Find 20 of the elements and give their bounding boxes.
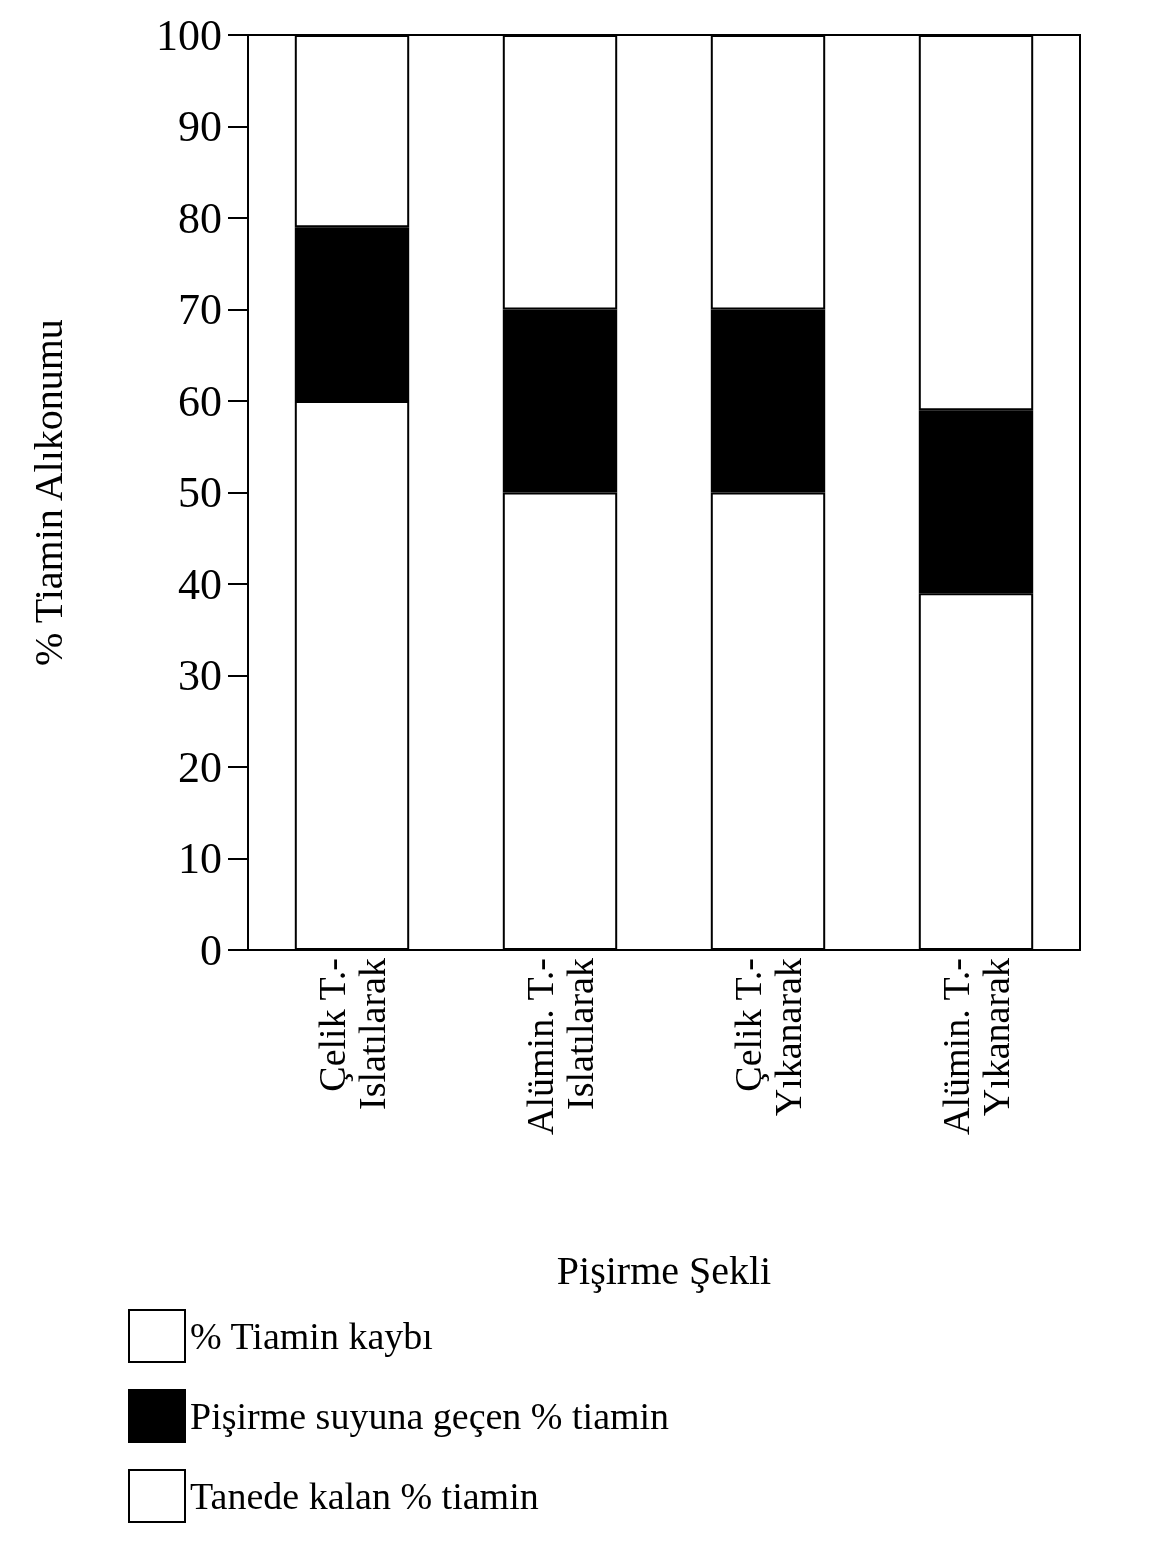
y-tick-label: 70	[178, 285, 222, 334]
y-tick-label: 10	[178, 834, 222, 883]
y-tick-label: 90	[178, 102, 222, 151]
x-tick-label: Alümin. T.- Islatılarak	[519, 958, 601, 1135]
y-tick-label: 60	[178, 376, 222, 426]
y-tick-label: 80	[178, 193, 222, 243]
y-axis-title: % Tiamin Alıkonumu	[25, 319, 71, 666]
x-tick-label: Alümin. T.- Yıkanarak	[935, 958, 1017, 1135]
legend-label: Tanede kalan % tiamin	[190, 1475, 539, 1517]
y-tick-label: 0	[200, 925, 222, 975]
x-tick-label: Çelik T.- Islatılarak	[311, 958, 393, 1110]
x-axis-title: Pişirme Şekli	[556, 1247, 772, 1293]
y-tick-label: 30	[178, 651, 222, 700]
y-tick-label: 20	[178, 742, 222, 792]
legend-label: % Tiamin kaybı	[190, 1315, 433, 1357]
x-tick-label: Çelik T.- Yıkanarak	[727, 958, 809, 1117]
legend-label: Pişirme suyuna geçen % tiamin	[190, 1395, 670, 1437]
y-tick-label: 50	[178, 468, 222, 517]
y-tick-label: 40	[178, 559, 222, 609]
y-tick-label: 100	[156, 10, 222, 60]
